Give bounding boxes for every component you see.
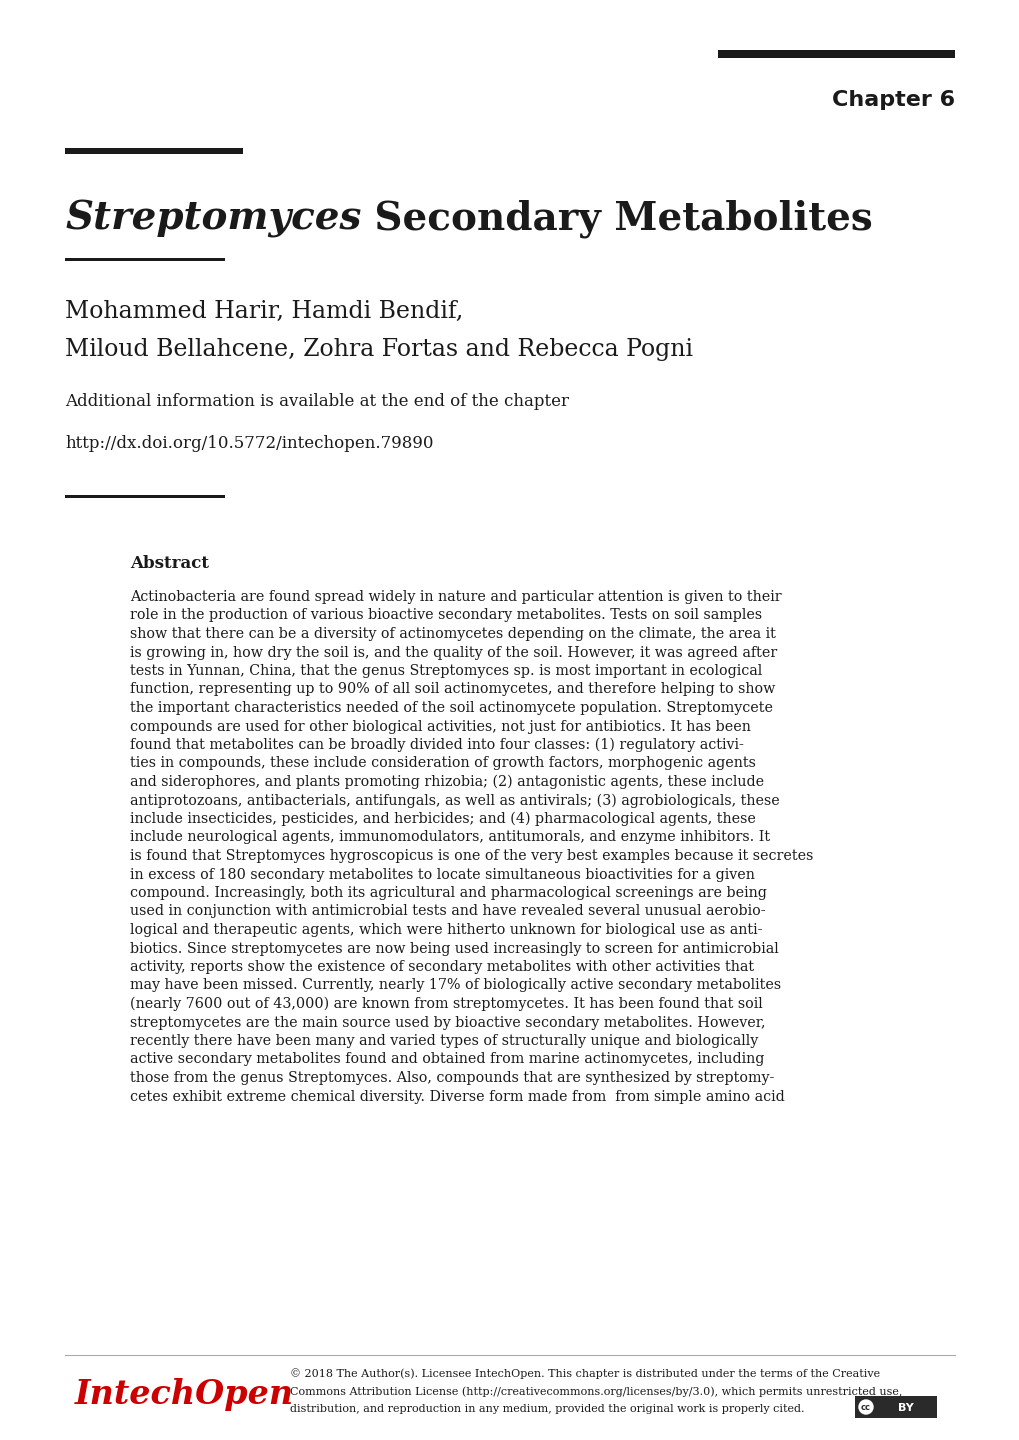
Text: cetes exhibit extreme chemical diversity. Diverse form made from  from simple am: cetes exhibit extreme chemical diversity…: [129, 1090, 784, 1103]
Bar: [65, 258, 225, 261]
Text: distribution, and reproduction in any medium, provided the original work is prop: distribution, and reproduction in any me…: [289, 1404, 804, 1414]
Text: include neurological agents, immunomodulators, antitumorals, and enzyme inhibito: include neurological agents, immunomodul…: [129, 831, 769, 844]
Text: Abstract: Abstract: [129, 554, 209, 572]
Text: tests in Yunnan, China, that the genus Streptomyces sp. is most important in eco: tests in Yunnan, China, that the genus S…: [129, 664, 761, 678]
Text: © 2018 The Author(s). Licensee IntechOpen. This chapter is distributed under the: © 2018 The Author(s). Licensee IntechOpe…: [289, 1368, 879, 1378]
Text: those from the genus Streptomyces. Also, compounds that are synthesized by strep: those from the genus Streptomyces. Also,…: [129, 1071, 773, 1084]
Text: logical and therapeutic agents, which were hitherto unknown for biological use a: logical and therapeutic agents, which we…: [129, 923, 762, 937]
Text: include insecticides, pesticides, and herbicides; and (4) pharmacological agents: include insecticides, pesticides, and he…: [129, 812, 755, 827]
Text: BY: BY: [897, 1403, 913, 1413]
Text: used in conjunction with antimicrobial tests and have revealed several unusual a: used in conjunction with antimicrobial t…: [129, 904, 765, 919]
Text: recently there have been many and varied types of structurally unique and biolog: recently there have been many and varied…: [129, 1034, 757, 1048]
Circle shape: [858, 1400, 872, 1414]
Text: ties in compounds, these include consideration of growth factors, morphogenic ag: ties in compounds, these include conside…: [129, 756, 755, 770]
Text: activity, reports show the existence of secondary metabolites with other activit: activity, reports show the existence of …: [129, 960, 753, 973]
Text: http://dx.doi.org/10.5772/intechopen.79890: http://dx.doi.org/10.5772/intechopen.798…: [65, 435, 433, 452]
Bar: [717, 50, 954, 58]
Text: Miloud Bellahcene, Zohra Fortas and Rebecca Pogni: Miloud Bellahcene, Zohra Fortas and Rebe…: [65, 338, 692, 361]
Text: and siderophores, and plants promoting rhizobia; (2) antagonistic agents, these : and siderophores, and plants promoting r…: [129, 775, 763, 789]
Text: antiprotozoans, antibacterials, antifungals, as well as antivirals; (3) agrobiol: antiprotozoans, antibacterials, antifung…: [129, 793, 779, 808]
Text: Additional information is available at the end of the chapter: Additional information is available at t…: [65, 393, 569, 410]
Text: Chapter 6: Chapter 6: [832, 89, 954, 109]
Text: may have been missed. Currently, nearly 17% of biologically active secondary met: may have been missed. Currently, nearly …: [129, 979, 781, 992]
Text: cc: cc: [860, 1404, 870, 1413]
Text: Commons Attribution License (http://creativecommons.org/licenses/by/3.0), which : Commons Attribution License (http://crea…: [289, 1385, 902, 1397]
Bar: [65, 148, 243, 154]
Text: Streptomyces: Streptomyces: [65, 200, 361, 238]
Text: compounds are used for other biological activities, not just for antibiotics. It: compounds are used for other biological …: [129, 720, 750, 733]
Text: role in the production of various bioactive secondary metabolites. Tests on soil: role in the production of various bioact…: [129, 609, 761, 622]
Text: (nearly 7600 out of 43,000) are known from streptomycetes. It has been found tha: (nearly 7600 out of 43,000) are known fr…: [129, 996, 762, 1011]
Text: in excess of 180 secondary metabolites to locate simultaneous bioactivities for : in excess of 180 secondary metabolites t…: [129, 867, 754, 881]
Text: Actinobacteria are found spread widely in nature and particular attention is giv: Actinobacteria are found spread widely i…: [129, 590, 781, 603]
Text: biotics. Since streptomycetes are now being used increasingly to screen for anti: biotics. Since streptomycetes are now be…: [129, 942, 777, 956]
Text: compound. Increasingly, both its agricultural and pharmacological screenings are: compound. Increasingly, both its agricul…: [129, 886, 766, 900]
Text: is growing in, how dry the soil is, and the quality of the soil. However, it was: is growing in, how dry the soil is, and …: [129, 645, 776, 660]
Bar: [854, 1395, 936, 1418]
Text: found that metabolites can be broadly divided into four classes: (1) regulatory : found that metabolites can be broadly di…: [129, 737, 743, 752]
Text: Mohammed Harir, Hamdi Bendif,: Mohammed Harir, Hamdi Bendif,: [65, 300, 463, 323]
Text: streptomycetes are the main source used by bioactive secondary metabolites. Howe: streptomycetes are the main source used …: [129, 1015, 764, 1030]
Text: function, representing up to 90% of all soil actinomycetes, and therefore helpin: function, representing up to 90% of all …: [129, 683, 774, 697]
Text: is found that Streptomyces hygroscopicus is one of the very best examples becaus: is found that Streptomyces hygroscopicus…: [129, 850, 812, 863]
Text: the important characteristics needed of the soil actinomycete population. Strept: the important characteristics needed of …: [129, 701, 772, 716]
Text: show that there can be a diversity of actinomycetes depending on the climate, th: show that there can be a diversity of ac…: [129, 626, 775, 641]
Bar: [65, 495, 225, 498]
Text: Secondary Metabolites: Secondary Metabolites: [361, 200, 872, 239]
Text: active secondary metabolites found and obtained from marine actinomycetes, inclu: active secondary metabolites found and o…: [129, 1053, 763, 1067]
Text: IntechOpen: IntechOpen: [75, 1378, 293, 1411]
